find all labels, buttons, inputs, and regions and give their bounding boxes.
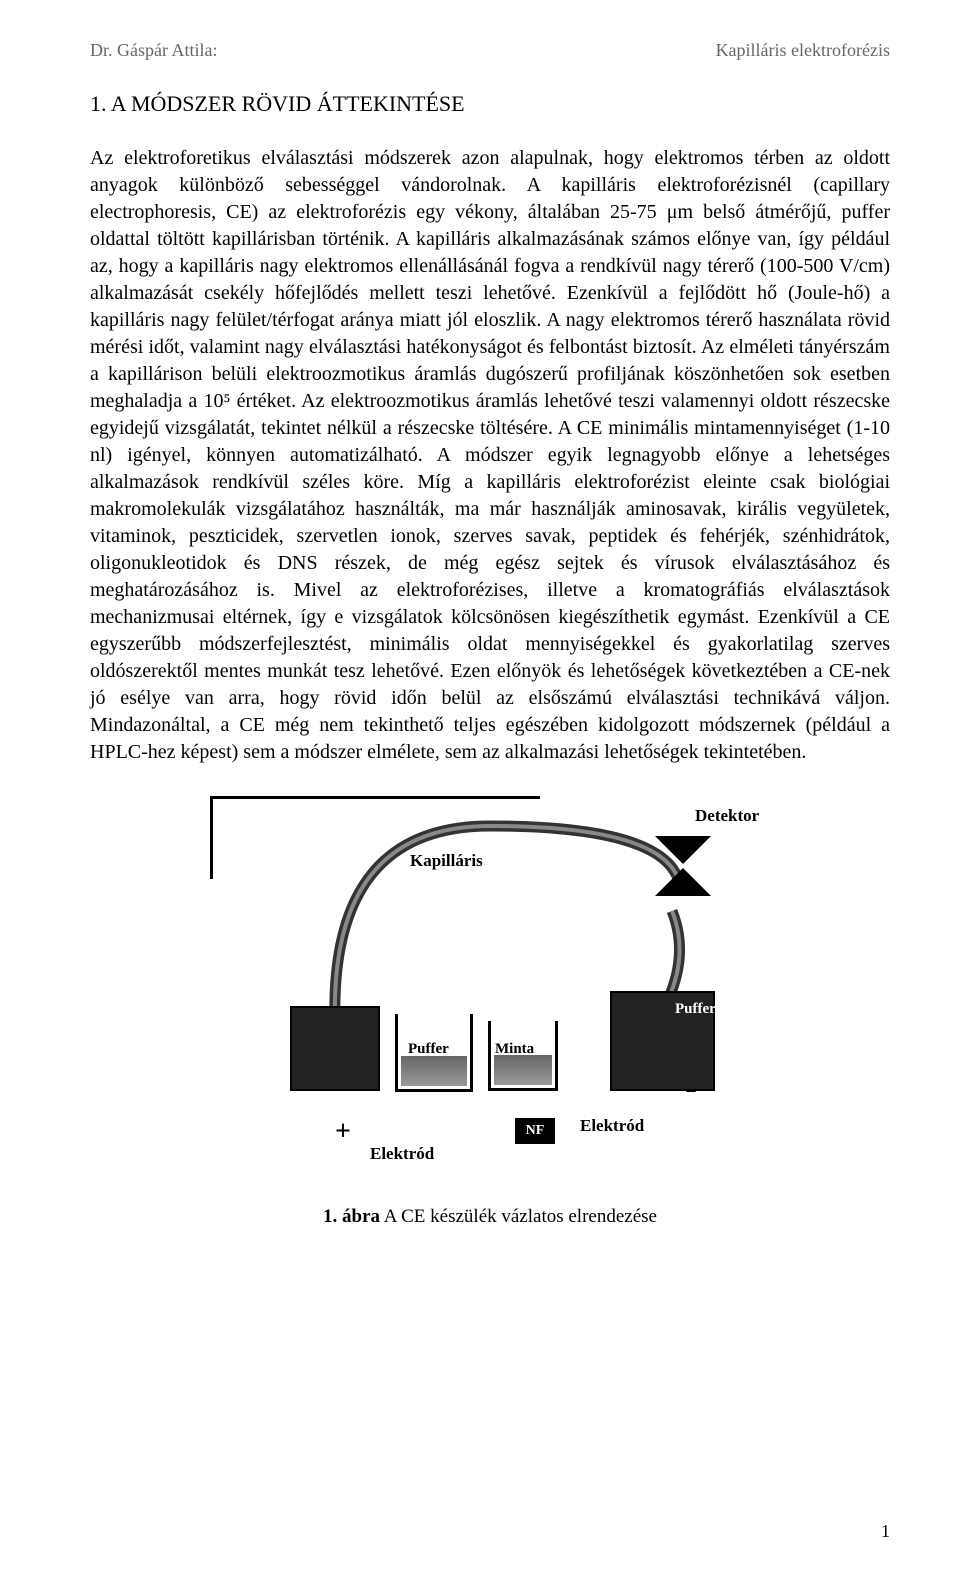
capillary-label: Kapilláris	[410, 851, 483, 871]
buffer-vessel-left-icon	[290, 1006, 380, 1091]
figure-number: 1. ábra	[323, 1206, 380, 1227]
figure-caption-text: A CE készülék vázlatos elrendezése	[380, 1206, 657, 1227]
detector-bottom-icon	[655, 868, 711, 896]
header-topic: Kapilláris elektroforézis	[716, 40, 890, 61]
figure-caption: 1. ábra A CE készülék vázlatos elrendezé…	[90, 1206, 890, 1228]
minta-label: Minta	[495, 1041, 534, 1058]
section-heading: 1. A MÓDSZER RÖVID ÁTTEKINTÉSE	[90, 91, 890, 117]
page-header: Dr. Gáspár Attila: Kapilláris elektrofor…	[90, 40, 890, 61]
minus-terminal-icon: -	[685, 1066, 697, 1108]
puffer-left-label: Puffer	[408, 1041, 449, 1058]
header-author: Dr. Gáspár Attila:	[90, 40, 217, 61]
page-number: 1	[881, 1521, 890, 1542]
detector-top-icon	[655, 836, 711, 864]
power-supply-box: NF	[515, 1118, 555, 1144]
figure-container: Detektor Kapilláris Puffer Minta Puffer …	[90, 796, 890, 1176]
electrode-left-label: Elektród	[370, 1144, 434, 1164]
ce-apparatus-diagram: Detektor Kapilláris Puffer Minta Puffer …	[210, 796, 770, 1176]
puffer-right-label: Puffer	[675, 1001, 716, 1018]
detector-label: Detektor	[695, 806, 759, 826]
electrode-right-label: Elektród	[580, 1116, 644, 1136]
body-paragraph: Az elektroforetikus elválasztási módszer…	[90, 145, 890, 766]
plus-terminal-icon: +	[335, 1116, 351, 1148]
